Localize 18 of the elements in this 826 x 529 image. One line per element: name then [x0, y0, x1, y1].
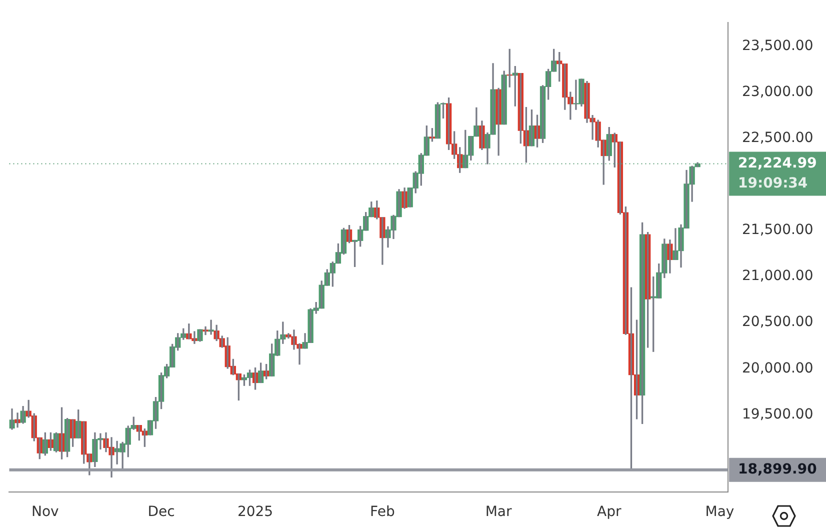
ref-line-label: 18,899.90	[738, 462, 818, 478]
y-tick-label: 23,500.00	[742, 38, 814, 54]
text: 19:09:34	[738, 175, 808, 192]
y-tick-label: 19,500.00	[742, 406, 814, 422]
y-tick-label: 23,000.00	[742, 84, 814, 100]
x-tick-label: Nov	[32, 504, 59, 520]
y-tick-label: 20,500.00	[742, 314, 814, 330]
y-tick-label: 21,500.00	[742, 222, 814, 238]
y-tick-label: 22,500.00	[742, 130, 814, 146]
x-tick-label: Apr	[597, 504, 622, 520]
x-tick-label: Feb	[370, 504, 395, 520]
x-tick-label: Dec	[148, 504, 175, 520]
y-tick-label: 21,000.00	[742, 268, 814, 284]
x-tick-label: Mar	[485, 504, 512, 520]
ref-line-label: 22,224.99	[738, 155, 817, 172]
y-tick-label: 20,000.00	[742, 360, 814, 376]
x-tick-label: 2025	[237, 504, 274, 520]
x-tick-label: May	[705, 504, 734, 520]
